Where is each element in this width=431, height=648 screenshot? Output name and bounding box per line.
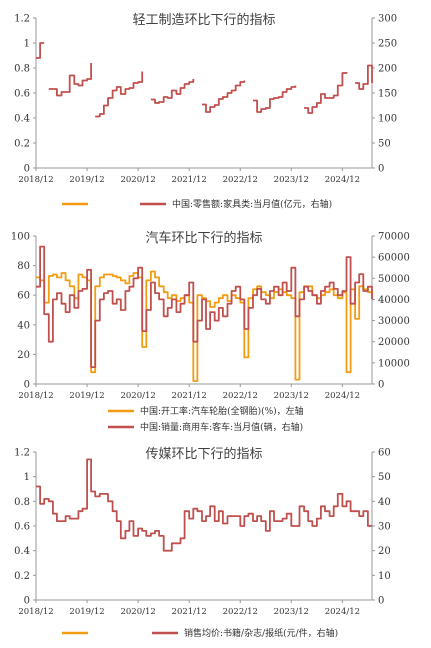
x-tick-label: 2021/12 [172,391,207,401]
chart-panel-2: 0 20 40 60 80 100 0 10000 20000 30000 40000 50000 60… [11,230,410,433]
right-tick-label: 60000 [378,253,410,264]
left-tick-label: 0.6 [14,522,30,533]
x-tick-label: 2019/12 [69,175,104,185]
right-tick-label: 20 [378,546,391,557]
x-tick-label: 2019/12 [69,391,104,401]
right-tick-label: 0 [378,596,384,607]
x-tick-label: 2018/12 [18,391,53,401]
right-tick-label: 30000 [378,316,410,327]
right-tick-label: 300 [378,14,397,25]
right-tick-label: 40000 [378,295,410,306]
left-tick-label: 20 [17,350,30,361]
x-tick-label: 2022/12 [223,607,258,617]
left-tick-label: 0.8 [14,64,30,75]
series-line-1 [304,72,348,114]
left-tick-label: 0 [24,596,30,607]
right-tick-label: 50 [378,472,391,483]
left-tick-label: 40 [17,320,30,331]
series-line-1 [36,42,45,59]
left-tick-label: 100 [11,232,30,243]
left-tick-label: 1 [24,39,30,50]
x-tick-label: 2024/12 [325,391,360,401]
chart-panel-1: 0 0.2 0.4 0.6 0.8 1 1.2 0 50 100 150 200 250 300 2018/… [14,12,397,210]
right-tick-label: 20000 [378,337,410,348]
left-tick-label: 0.4 [14,546,30,557]
left-tick-label: 0.2 [14,139,30,150]
series-line-1 [36,458,372,552]
right-tick-label: 200 [378,64,397,75]
series-line-1 [95,71,144,118]
right-tick-label: 0 [378,164,384,175]
left-tick-label: 0.6 [14,89,30,100]
left-tick-label: 60 [17,291,30,302]
legend-label: 销售均价:书籍/杂志/报纸(元/件，右轴) [184,627,338,639]
right-tick-label: 100 [378,114,397,125]
left-tick-label: 0.4 [14,114,30,125]
left-tick-label: 1.2 [14,448,30,459]
left-tick-label: 0 [24,380,30,391]
left-tick-label: 0 [24,164,30,175]
x-tick-label: 2022/12 [223,175,258,185]
x-tick-label: 2023/12 [274,175,309,185]
x-tick-label: 2020/12 [120,607,155,617]
right-tick-label: 0 [378,380,384,391]
left-tick-label: 1 [24,472,30,483]
left-tick-label: 80 [17,261,30,272]
right-tick-label: 50 [378,139,391,150]
x-tick-label: 2023/12 [274,391,309,401]
x-tick-label: 2019/12 [69,607,104,617]
x-tick-label: 2024/12 [325,607,360,617]
legend-label: 中国:销量:商用车:客车:当月值(辆，右轴) [140,421,303,433]
right-tick-label: 30 [378,522,391,533]
right-tick-label: 10 [378,571,391,582]
chart-title: 汽车环比下行的指标 [145,230,262,246]
series-line-1 [150,79,195,104]
right-tick-label: 10000 [378,358,410,369]
left-tick-label: 1.2 [14,14,30,25]
series-line-1 [202,80,246,113]
chart-panel-3: 0 0.2 0.4 0.6 0.8 1 1.2 0 10 20 30 40 50 60 2018/12 201… [14,446,391,639]
x-tick-label: 2022/12 [223,391,258,401]
series-line-1 [48,63,92,97]
x-tick-label: 2021/12 [172,607,207,617]
chart-title: 轻工制造环比下行的指标 [132,12,275,28]
right-tick-label: 40 [378,497,391,508]
x-tick-label: 2021/12 [172,175,207,185]
series-line-1 [253,85,297,113]
right-tick-label: 50000 [378,274,410,285]
series-line-1 [355,64,373,90]
right-tick-label: 70000 [378,232,410,243]
x-tick-label: 2020/12 [120,391,155,401]
left-tick-label: 0.2 [14,571,30,582]
right-tick-label: 250 [378,39,397,50]
right-tick-label: 150 [378,89,397,100]
legend-label: 中国:零售额:家具类:当月值(亿元，右轴) [172,198,332,210]
legend-label: 中国:开工率:汽车轮胎(全钢胎)(%)，左轴 [140,405,304,417]
x-tick-label: 2023/12 [274,607,309,617]
x-tick-label: 2020/12 [120,175,155,185]
left-tick-label: 0.8 [14,497,30,508]
chart-title: 传媒环比下行的指标 [145,446,262,462]
x-tick-label: 2018/12 [18,175,53,185]
series-line-2 [36,245,373,368]
right-tick-label: 60 [378,448,391,459]
x-tick-label: 2018/12 [18,607,53,617]
x-tick-label: 2024/12 [325,175,360,185]
